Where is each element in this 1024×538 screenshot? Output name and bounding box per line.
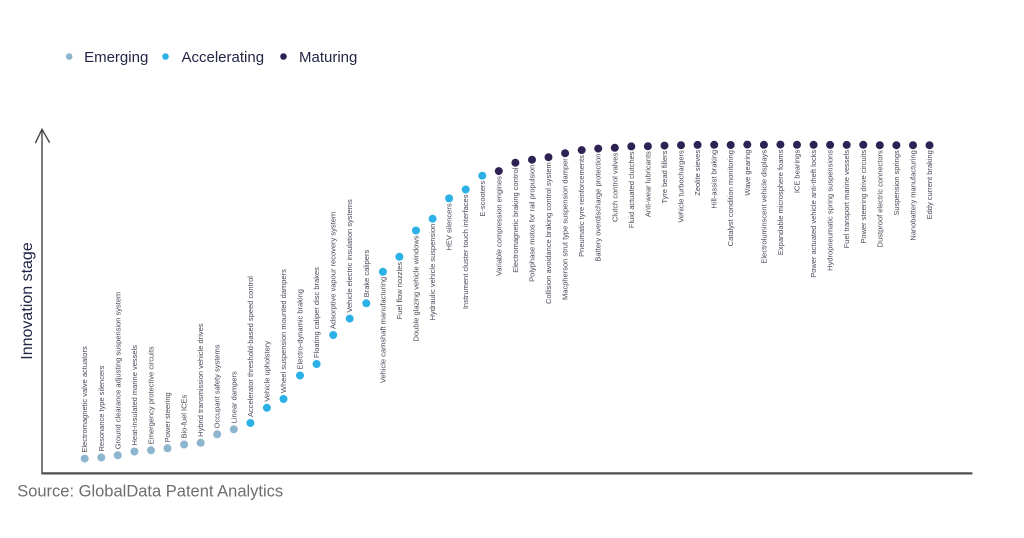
svg-text:Macpherson strut type suspensi: Macpherson strut type suspension damper	[561, 158, 570, 300]
svg-text:Wave gearing: Wave gearing	[743, 150, 752, 196]
svg-text:Vehicle camshaft manufacturing: Vehicle camshaft manufacturing	[378, 277, 387, 383]
svg-text:Power steering drive circuits: Power steering drive circuits	[859, 150, 868, 244]
svg-text:Catalyst condition monitoring: Catalyst condition monitoring	[726, 150, 735, 246]
svg-text:Heat-insulated marine vessels: Heat-insulated marine vessels	[130, 345, 139, 446]
svg-text:Hydraulic vehicle suspension: Hydraulic vehicle suspension	[428, 224, 437, 321]
svg-text:Vehicle turbochargers: Vehicle turbochargers	[677, 150, 686, 223]
svg-text:Vehicle upholstery: Vehicle upholstery	[262, 341, 271, 402]
svg-text:Brake calipers: Brake calipers	[362, 250, 371, 298]
svg-text:Wheel suspension mounted dampe: Wheel suspension mounted dampers	[279, 269, 288, 393]
svg-text:Electroluminscent vehicle disp: Electroluminscent vehicle displays	[759, 150, 768, 264]
svg-text:Adsorptive vapour recovery sys: Adsorptive vapour recovery system	[329, 212, 338, 329]
svg-text:Eddy current braking: Eddy current braking	[925, 150, 934, 219]
svg-text:Hill-assist braking: Hill-assist braking	[710, 150, 719, 209]
svg-text:Pneumatic tyre reinforcements: Pneumatic tyre reinforcements	[577, 155, 586, 257]
svg-text:Suspension springs: Suspension springs	[892, 150, 901, 216]
svg-text:Maturing: Maturing	[299, 49, 357, 66]
svg-text:Tyre bead fillers: Tyre bead fillers	[660, 150, 669, 203]
svg-text:ICE bearings: ICE bearings	[793, 150, 802, 194]
svg-text:Bio-fuel ICEs: Bio-fuel ICEs	[180, 394, 189, 438]
svg-text:Variable compression engines: Variable compression engines	[494, 176, 503, 276]
svg-text:HEV silencers: HEV silencers	[445, 203, 454, 250]
svg-text:Collision avoidance braking co: Collision avoidance braking control syst…	[544, 162, 553, 304]
svg-text:Instrument cluster touch inter: Instrument cluster touch interfaces	[461, 194, 470, 309]
svg-text:Source: GlobalData Patent Anal: Source: GlobalData Patent Analytics	[17, 483, 283, 501]
svg-text:Anti-wear lubricants: Anti-wear lubricants	[643, 151, 652, 217]
svg-text:Electromagnetic valve actuator: Electromagnetic valve actuators	[80, 346, 89, 453]
svg-text:Emergency protective circuits: Emergency protective circuits	[147, 346, 156, 444]
svg-text:Clutch control valves: Clutch control valves	[610, 153, 619, 222]
svg-text:Hybrid transmission vehicle dr: Hybrid transmission vehicle drives	[196, 323, 205, 437]
svg-text:Power steering: Power steering	[163, 392, 172, 442]
svg-text:Electro-dynamic braking: Electro-dynamic braking	[296, 289, 305, 369]
svg-text:Power actuated vehicle anti-th: Power actuated vehicle anti-theft locks	[809, 150, 818, 278]
svg-text:Linear dampers: Linear dampers	[229, 371, 238, 423]
svg-text:Resonance type silencers: Resonance type silencers	[97, 365, 106, 451]
svg-text:Dustproof electric connectors: Dustproof electric connectors	[875, 150, 884, 247]
svg-text:Double glazing vehicle windows: Double glazing vehicle windows	[412, 235, 421, 341]
svg-text:Battery overdischarge protecti: Battery overdischarge protection	[594, 154, 603, 262]
svg-text:Occupant safety systems: Occupant safety systems	[213, 344, 222, 428]
svg-text:Innovation stage: Innovation stage	[19, 242, 36, 360]
svg-text:Accelerator threshold-based sp: Accelerator threshold-based speed contro…	[246, 276, 255, 417]
svg-text:Zeolite sieves: Zeolite sieves	[693, 150, 702, 196]
svg-text:Accelerating: Accelerating	[182, 49, 265, 66]
svg-text:Ground clearance adjusting sus: Ground clearance adjusting suspension sy…	[113, 292, 122, 450]
svg-text:Hydropneumatic spring suspensi: Hydropneumatic spring suspensions	[826, 150, 835, 271]
svg-text:Emerging: Emerging	[84, 49, 148, 66]
svg-text:Fluid actuated clutches: Fluid actuated clutches	[627, 151, 636, 228]
svg-text:Vehicle electric insulation sy: Vehicle electric insulation systems	[345, 199, 354, 313]
svg-text:Fuel flow nozzles: Fuel flow nozzles	[395, 262, 404, 320]
svg-text:Polyphase motos for rail propu: Polyphase motos for rail propulsion	[528, 165, 537, 282]
svg-text:Expandable microsphere foams: Expandable microsphere foams	[776, 149, 785, 255]
svg-text:Floating caliper disc brakes: Floating caliper disc brakes	[312, 267, 321, 358]
svg-text:E-scooters: E-scooters	[478, 180, 487, 216]
svg-text:Electromagnetic braking contro: Electromagnetic braking control	[511, 167, 520, 272]
svg-text:Fuel transport marine vessels: Fuel transport marine vessels	[842, 150, 851, 249]
svg-text:Nanobattery manufacturing: Nanobattery manufacturing	[909, 150, 918, 240]
